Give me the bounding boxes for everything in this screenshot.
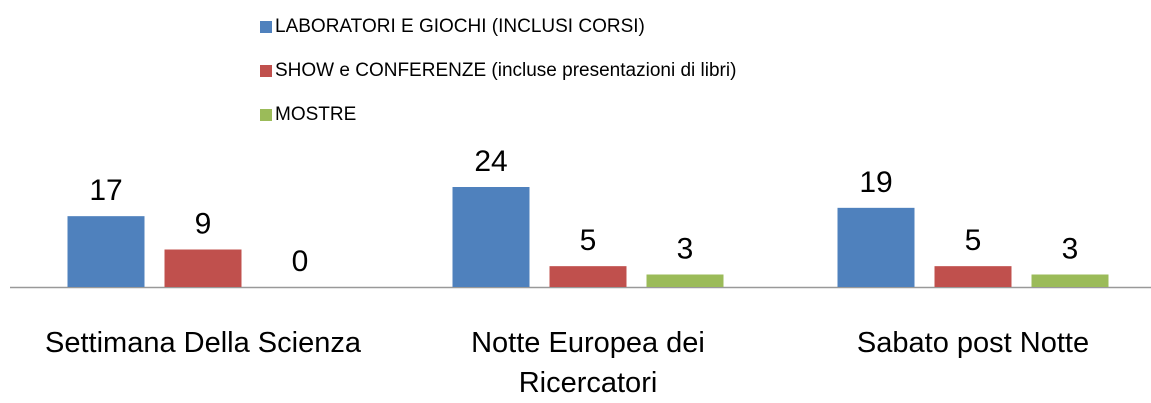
bar [1031, 274, 1109, 287]
value-label: 5 [580, 224, 597, 257]
bar [934, 266, 1012, 287]
value-label: 3 [677, 233, 694, 266]
bar [164, 249, 242, 287]
bar [452, 187, 530, 287]
bar [67, 216, 145, 287]
bar [837, 207, 915, 287]
value-label: 19 [859, 166, 892, 199]
value-label: 17 [89, 174, 122, 207]
value-label: 0 [292, 245, 309, 278]
value-label: 24 [474, 145, 507, 178]
legend-label: SHOW e CONFERENZE (incluse presentazioni… [275, 60, 736, 81]
legend-swatch [260, 109, 272, 121]
legend-label: LABORATORI E GIOCHI (INCLUSI CORSI) [275, 16, 645, 37]
legend-label: MOSTRE [275, 104, 356, 125]
value-label: 9 [195, 208, 212, 241]
value-label: 3 [1062, 233, 1079, 266]
legend-swatch [260, 21, 272, 33]
value-label: 5 [965, 224, 982, 257]
category-label: Settimana Della Scienza [45, 327, 361, 359]
bar [549, 266, 627, 287]
category-label: Notte Europea dei Ricercatori [471, 327, 705, 399]
bar [646, 274, 724, 287]
category-label: Sabato post Notte [856, 327, 1090, 359]
legend-swatch [260, 65, 272, 77]
